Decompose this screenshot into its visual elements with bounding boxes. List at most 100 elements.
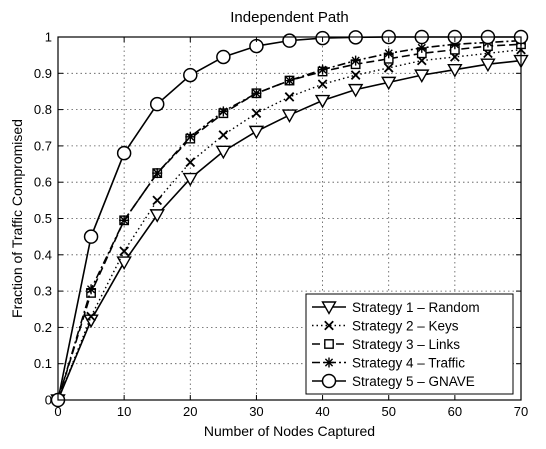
asterisk-stroke xyxy=(285,76,294,85)
x-marker-stroke xyxy=(218,130,229,140)
x-marker xyxy=(251,108,262,119)
x-tick-label: 10 xyxy=(117,404,131,419)
y-tick-label: 0.7 xyxy=(34,138,52,153)
circle-marker xyxy=(149,96,165,112)
triangle-marker xyxy=(480,58,496,73)
x-tick-label: 30 xyxy=(249,404,263,419)
y-tick-label: 0.2 xyxy=(34,320,52,335)
x-tick-label: 70 xyxy=(514,404,528,419)
asterisk-stroke xyxy=(186,132,195,141)
x-marker xyxy=(218,130,229,140)
legend-label: Strategy 5 – GNAVE xyxy=(352,374,475,389)
circle-marker xyxy=(183,67,198,83)
asterisk-stroke xyxy=(351,56,360,65)
legend-label: Strategy 1 – Random xyxy=(352,300,480,315)
asterisk-stroke xyxy=(252,89,261,98)
asterisk-stroke xyxy=(384,49,393,58)
x-marker xyxy=(119,246,129,257)
y-tick-label: 0.6 xyxy=(34,175,52,190)
triangle-marker xyxy=(248,125,265,140)
x-marker-stroke xyxy=(185,157,196,168)
x-tick-label: 50 xyxy=(381,404,395,419)
legend-item: Strategy 1 – Random xyxy=(312,300,480,315)
triangle-marker xyxy=(314,94,331,109)
legend-label: Strategy 3 – Links xyxy=(352,337,460,352)
legend-label: Strategy 2 – Keys xyxy=(352,319,459,334)
asterisk-stroke xyxy=(417,43,426,52)
asterisk-stroke xyxy=(324,358,334,367)
ticks: 0 10 20 30 40 50 60 70 0 0.1 0.2 0.3 0.4 0.5 0.6 0.7 0.8… xyxy=(34,30,528,420)
asterisk-marker xyxy=(416,42,427,53)
x-marker xyxy=(185,157,196,168)
triangle-marker xyxy=(182,172,198,187)
x-tick-label: 0 xyxy=(54,404,61,419)
asterisk-stroke xyxy=(219,107,228,116)
x-marker-stroke xyxy=(251,108,262,119)
asterisk-marker xyxy=(317,64,328,75)
triangle-marker xyxy=(281,109,298,123)
triangle-marker xyxy=(414,69,430,84)
legend-label: Strategy 4 – Traffic xyxy=(352,356,465,371)
x-marker-stroke xyxy=(317,79,328,90)
x-marker xyxy=(317,79,328,90)
y-tick-label: 0.8 xyxy=(34,102,52,117)
x-marker-stroke xyxy=(324,320,334,331)
asterisk-marker xyxy=(284,75,295,86)
legend-item: Strategy 2 – Keys xyxy=(312,319,459,334)
legend: Strategy 1 – Random Strategy 2 – Keys Stra… xyxy=(305,293,514,395)
circle-marker xyxy=(83,229,99,244)
series-4 xyxy=(53,35,526,405)
y-tick-label: 0.1 xyxy=(34,356,52,371)
x-marker xyxy=(383,63,394,73)
circle-marker xyxy=(321,373,337,389)
square-marker xyxy=(324,339,334,349)
x-marker-stroke xyxy=(350,70,361,80)
x-marker xyxy=(350,70,361,80)
x-tick-label: 60 xyxy=(448,404,462,419)
series-2 xyxy=(53,44,526,405)
x-marker xyxy=(324,320,334,331)
series-4-line xyxy=(57,39,522,401)
y-tick-label: 1 xyxy=(45,30,52,45)
legend-item: Strategy 5 – GNAVE xyxy=(312,373,475,389)
y-tick-label: 0.3 xyxy=(34,284,52,299)
x-marker-stroke xyxy=(86,311,96,322)
triangle-marker xyxy=(447,63,463,78)
x-axis-title: Number of Nodes Captured xyxy=(204,423,375,439)
y-axis-title: Fraction of Traffic Compromised xyxy=(9,119,25,318)
asterisk-marker xyxy=(350,55,361,66)
asterisk-marker xyxy=(185,131,196,142)
asterisk-stroke xyxy=(120,216,129,225)
asterisk-marker xyxy=(119,215,130,226)
x-marker-stroke xyxy=(383,63,394,73)
triangle-marker xyxy=(116,256,132,270)
x-marker xyxy=(152,195,163,206)
triangle-marker xyxy=(215,145,232,160)
x-marker xyxy=(86,311,96,322)
y-tick-label: 0 xyxy=(45,393,52,408)
y-tick-label: 0.4 xyxy=(34,247,52,262)
circle-marker xyxy=(282,33,297,48)
asterisk-stroke xyxy=(153,169,162,178)
triangle-marker xyxy=(149,209,165,223)
asterisk-stroke xyxy=(86,285,96,294)
x-marker-stroke xyxy=(152,195,163,206)
asterisk-marker xyxy=(383,48,394,59)
triangle-marker xyxy=(347,83,364,98)
triangle-marker xyxy=(381,76,397,91)
x-marker-stroke xyxy=(284,92,295,102)
triangle-marker xyxy=(321,301,337,315)
x-marker xyxy=(284,92,295,102)
asterisk-marker xyxy=(152,168,163,179)
legend-item: Strategy 3 – Links xyxy=(312,337,460,352)
circle-marker xyxy=(216,49,231,65)
asterisk-marker xyxy=(324,357,334,368)
asterisk-marker xyxy=(251,88,262,99)
x-marker-stroke xyxy=(119,246,129,257)
y-tick-label: 0.9 xyxy=(34,66,52,81)
x-tick-label: 40 xyxy=(315,404,329,419)
asterisk-marker xyxy=(86,284,97,295)
legend-item: Strategy 4 – Traffic xyxy=(312,356,465,371)
circle-marker xyxy=(116,145,132,161)
